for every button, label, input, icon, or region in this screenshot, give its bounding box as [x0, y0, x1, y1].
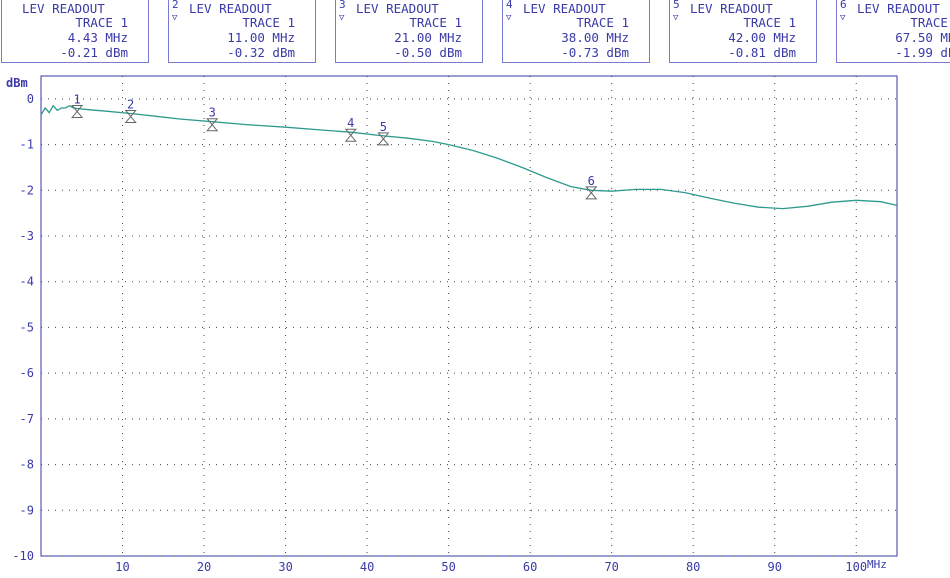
- readout-title: LEV READOUT: [22, 1, 105, 16]
- x-tick-label: 60: [523, 560, 537, 574]
- x-tick-label: 90: [767, 560, 781, 574]
- readout-level: -1.99 dBm: [895, 45, 950, 60]
- marker-label: 3: [209, 106, 216, 120]
- marker-number: 5: [673, 0, 680, 11]
- marker-number: 6: [840, 0, 847, 11]
- readout-trace: TRACE 1: [576, 15, 629, 30]
- readout-frequency: 42.00 MHz: [728, 30, 796, 45]
- readout-trace: TRACE 1: [910, 15, 948, 30]
- x-tick-label: 70: [604, 560, 618, 574]
- marker-down-triangle: [206, 118, 219, 126]
- marker-readout-2: 2 ▽ LEV READOUT TRACE 1 11.00 MHz -0.32 dBm: [168, 0, 316, 63]
- y-tick-label: -6: [20, 366, 34, 380]
- trace-1-line: [40, 104, 898, 210]
- readout-title: LEV READOUT: [857, 1, 940, 16]
- readout-frequency: 67.50 MHz: [895, 30, 950, 45]
- x-tick-label: 20: [197, 560, 211, 574]
- plot-frame: [40, 75, 898, 557]
- marker-readout-1: LEV READOUT TRACE 1 4.43 MHz -0.21 dBm: [1, 0, 149, 63]
- x-tick-label: 30: [278, 560, 292, 574]
- readout-trace: TRACE 1: [242, 15, 295, 30]
- readout-frequency: 38.00 MHz: [561, 30, 629, 45]
- x-tick-label: 100: [845, 560, 867, 574]
- marker-label: 5: [380, 120, 387, 134]
- marker-readout-3: 3 ▽ LEV READOUT TRACE 1 21.00 MHz -0.50 dBm: [335, 0, 483, 63]
- marker-triangle-icon: ▽: [840, 13, 846, 23]
- readout-title: LEV READOUT: [690, 1, 773, 16]
- readout-trace: TRACE 1: [75, 15, 128, 30]
- marker-label: 4: [347, 116, 354, 130]
- y-tick-label: -3: [20, 229, 34, 243]
- y-tick-label: -8: [20, 458, 34, 472]
- marker-down-triangle: [71, 104, 84, 113]
- readout-trace: TRACE 1: [743, 15, 796, 30]
- marker-number: 2: [172, 0, 179, 11]
- marker-triangle-icon: ▽: [673, 13, 679, 23]
- marker-label: 2: [127, 97, 134, 111]
- x-tick-label: 10: [115, 560, 129, 574]
- readout-title: LEV READOUT: [189, 1, 272, 16]
- readout-frequency: 21.00 MHz: [394, 30, 462, 45]
- marker-down-triangle: [585, 186, 598, 194]
- readout-level: -0.81 dBm: [728, 45, 796, 60]
- marker-triangle-icon: ▽: [172, 13, 178, 23]
- marker-triangle-icon: ▽: [506, 13, 512, 23]
- readout-title: LEV READOUT: [523, 1, 606, 16]
- y-tick-label: 0: [27, 92, 34, 106]
- x-tick-label: 40: [360, 560, 374, 574]
- marker-label: 6: [588, 174, 595, 188]
- y-tick-label: -2: [20, 183, 34, 197]
- marker-down-triangle: [344, 128, 357, 137]
- y-tick-label: -7: [20, 412, 34, 426]
- readout-level: -0.73 dBm: [561, 45, 629, 60]
- marker-number: 4: [506, 0, 513, 11]
- x-tick-label: 80: [686, 560, 700, 574]
- marker-readout-4: 4 ▽ LEV READOUT TRACE 1 38.00 MHz -0.73 dBm: [502, 0, 650, 63]
- marker-up-triangle: [377, 138, 390, 146]
- readout-level: -0.50 dBm: [394, 45, 462, 60]
- y-tick-label: -10: [12, 549, 34, 563]
- x-axis-unit-label: MHz: [867, 558, 887, 571]
- readout-frequency: 4.43 MHz: [67, 30, 128, 45]
- readout-trace: TRACE 1: [409, 15, 462, 30]
- y-axis-unit-label: dBm: [6, 76, 28, 90]
- marker-up-triangle: [344, 134, 357, 142]
- y-tick-label: -1: [20, 138, 34, 152]
- marker-up-triangle: [71, 110, 84, 118]
- marker-number: 3: [339, 0, 346, 11]
- marker-label: 1: [73, 92, 80, 106]
- readout-level: -0.32 dBm: [227, 45, 295, 60]
- y-tick-label: -4: [20, 275, 34, 289]
- marker-up-triangle: [585, 192, 598, 200]
- readout-level: -0.21 dBm: [60, 45, 128, 60]
- marker-down-triangle: [124, 109, 137, 118]
- marker-up-triangle: [206, 123, 219, 132]
- y-tick-label: -9: [20, 503, 34, 517]
- marker-readout-5: 5 ▽ LEV READOUT TRACE 1 42.00 MHz -0.81 dBm: [669, 0, 817, 63]
- readout-title: LEV READOUT: [356, 1, 439, 16]
- readout-frequency: 11.00 MHz: [227, 30, 295, 45]
- y-tick-label: -5: [20, 320, 34, 334]
- marker-down-triangle: [377, 132, 390, 140]
- marker-up-triangle: [124, 115, 137, 123]
- x-tick-label: 50: [441, 560, 455, 574]
- marker-triangle-icon: ▽: [339, 13, 345, 23]
